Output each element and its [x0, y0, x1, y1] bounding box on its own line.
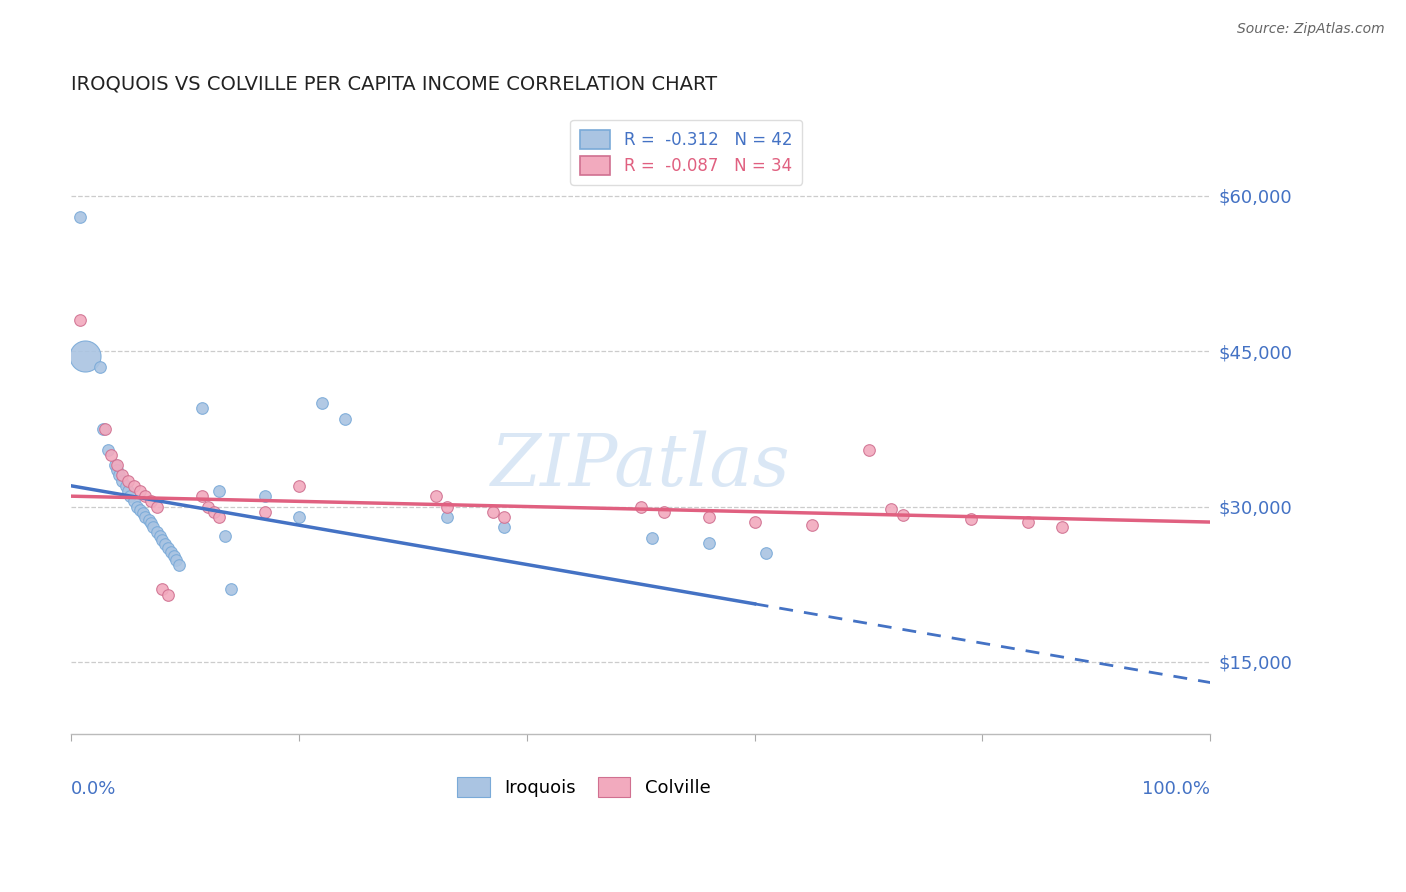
- Point: [100, 448, 122, 462]
- Point: [117, 483, 139, 498]
- Point: [481, 505, 503, 519]
- Point: [111, 474, 134, 488]
- Point: [288, 479, 311, 493]
- Legend: Iroquois, Colville: Iroquois, Colville: [450, 770, 717, 805]
- Point: [127, 500, 149, 514]
- Point: [73, 350, 96, 364]
- Point: [89, 359, 111, 374]
- Point: [160, 545, 183, 559]
- Point: [69, 313, 91, 327]
- Point: [117, 474, 139, 488]
- Point: [132, 506, 155, 520]
- Point: [128, 483, 150, 498]
- Text: ZIPatlas: ZIPatlas: [491, 430, 790, 500]
- Point: [139, 516, 162, 530]
- Point: [425, 489, 447, 503]
- Point: [219, 582, 242, 597]
- Point: [214, 528, 236, 542]
- Point: [150, 582, 173, 597]
- Point: [91, 422, 114, 436]
- Point: [69, 210, 91, 224]
- Point: [122, 479, 145, 493]
- Point: [111, 468, 134, 483]
- Point: [115, 479, 138, 493]
- Point: [94, 422, 117, 436]
- Point: [191, 401, 214, 416]
- Point: [169, 558, 191, 572]
- Point: [755, 546, 778, 560]
- Point: [436, 500, 458, 514]
- Point: [157, 588, 180, 602]
- Point: [105, 463, 128, 477]
- Point: [120, 489, 142, 503]
- Point: [108, 468, 131, 483]
- Point: [153, 537, 176, 551]
- Point: [134, 489, 156, 503]
- Point: [800, 518, 823, 533]
- Point: [288, 509, 311, 524]
- Point: [333, 411, 356, 425]
- Point: [128, 502, 150, 516]
- Point: [253, 505, 276, 519]
- Point: [105, 458, 128, 472]
- Point: [630, 500, 652, 514]
- Point: [1017, 515, 1039, 529]
- Point: [744, 515, 766, 529]
- Text: Source: ZipAtlas.com: Source: ZipAtlas.com: [1237, 22, 1385, 37]
- Point: [138, 513, 160, 527]
- Point: [163, 549, 186, 564]
- Point: [697, 535, 720, 549]
- Point: [253, 489, 276, 503]
- Text: IROQUOIS VS COLVILLE PER CAPITA INCOME CORRELATION CHART: IROQUOIS VS COLVILLE PER CAPITA INCOME C…: [72, 75, 717, 94]
- Point: [122, 494, 145, 508]
- Point: [150, 533, 173, 547]
- Point: [652, 505, 675, 519]
- Point: [436, 509, 458, 524]
- Point: [103, 458, 125, 472]
- Point: [1050, 520, 1073, 534]
- Text: 100.0%: 100.0%: [1142, 780, 1211, 798]
- Point: [142, 520, 165, 534]
- Point: [202, 505, 225, 519]
- Point: [149, 528, 172, 542]
- Point: [494, 520, 516, 534]
- Point: [858, 442, 880, 457]
- Point: [641, 531, 664, 545]
- Point: [208, 483, 231, 498]
- Point: [145, 525, 167, 540]
- Point: [311, 396, 333, 410]
- Point: [880, 501, 903, 516]
- Point: [165, 553, 187, 567]
- Point: [197, 500, 219, 514]
- Point: [208, 509, 231, 524]
- Y-axis label: Per Capita Income: Per Capita Income: [0, 353, 8, 505]
- Text: 0.0%: 0.0%: [72, 780, 117, 798]
- Point: [97, 442, 120, 457]
- Point: [960, 512, 983, 526]
- Point: [191, 489, 214, 503]
- Point: [891, 508, 914, 522]
- Point: [157, 541, 180, 555]
- Point: [145, 500, 167, 514]
- Point: [494, 509, 516, 524]
- Point: [134, 509, 156, 524]
- Point: [139, 494, 162, 508]
- Point: [697, 509, 720, 524]
